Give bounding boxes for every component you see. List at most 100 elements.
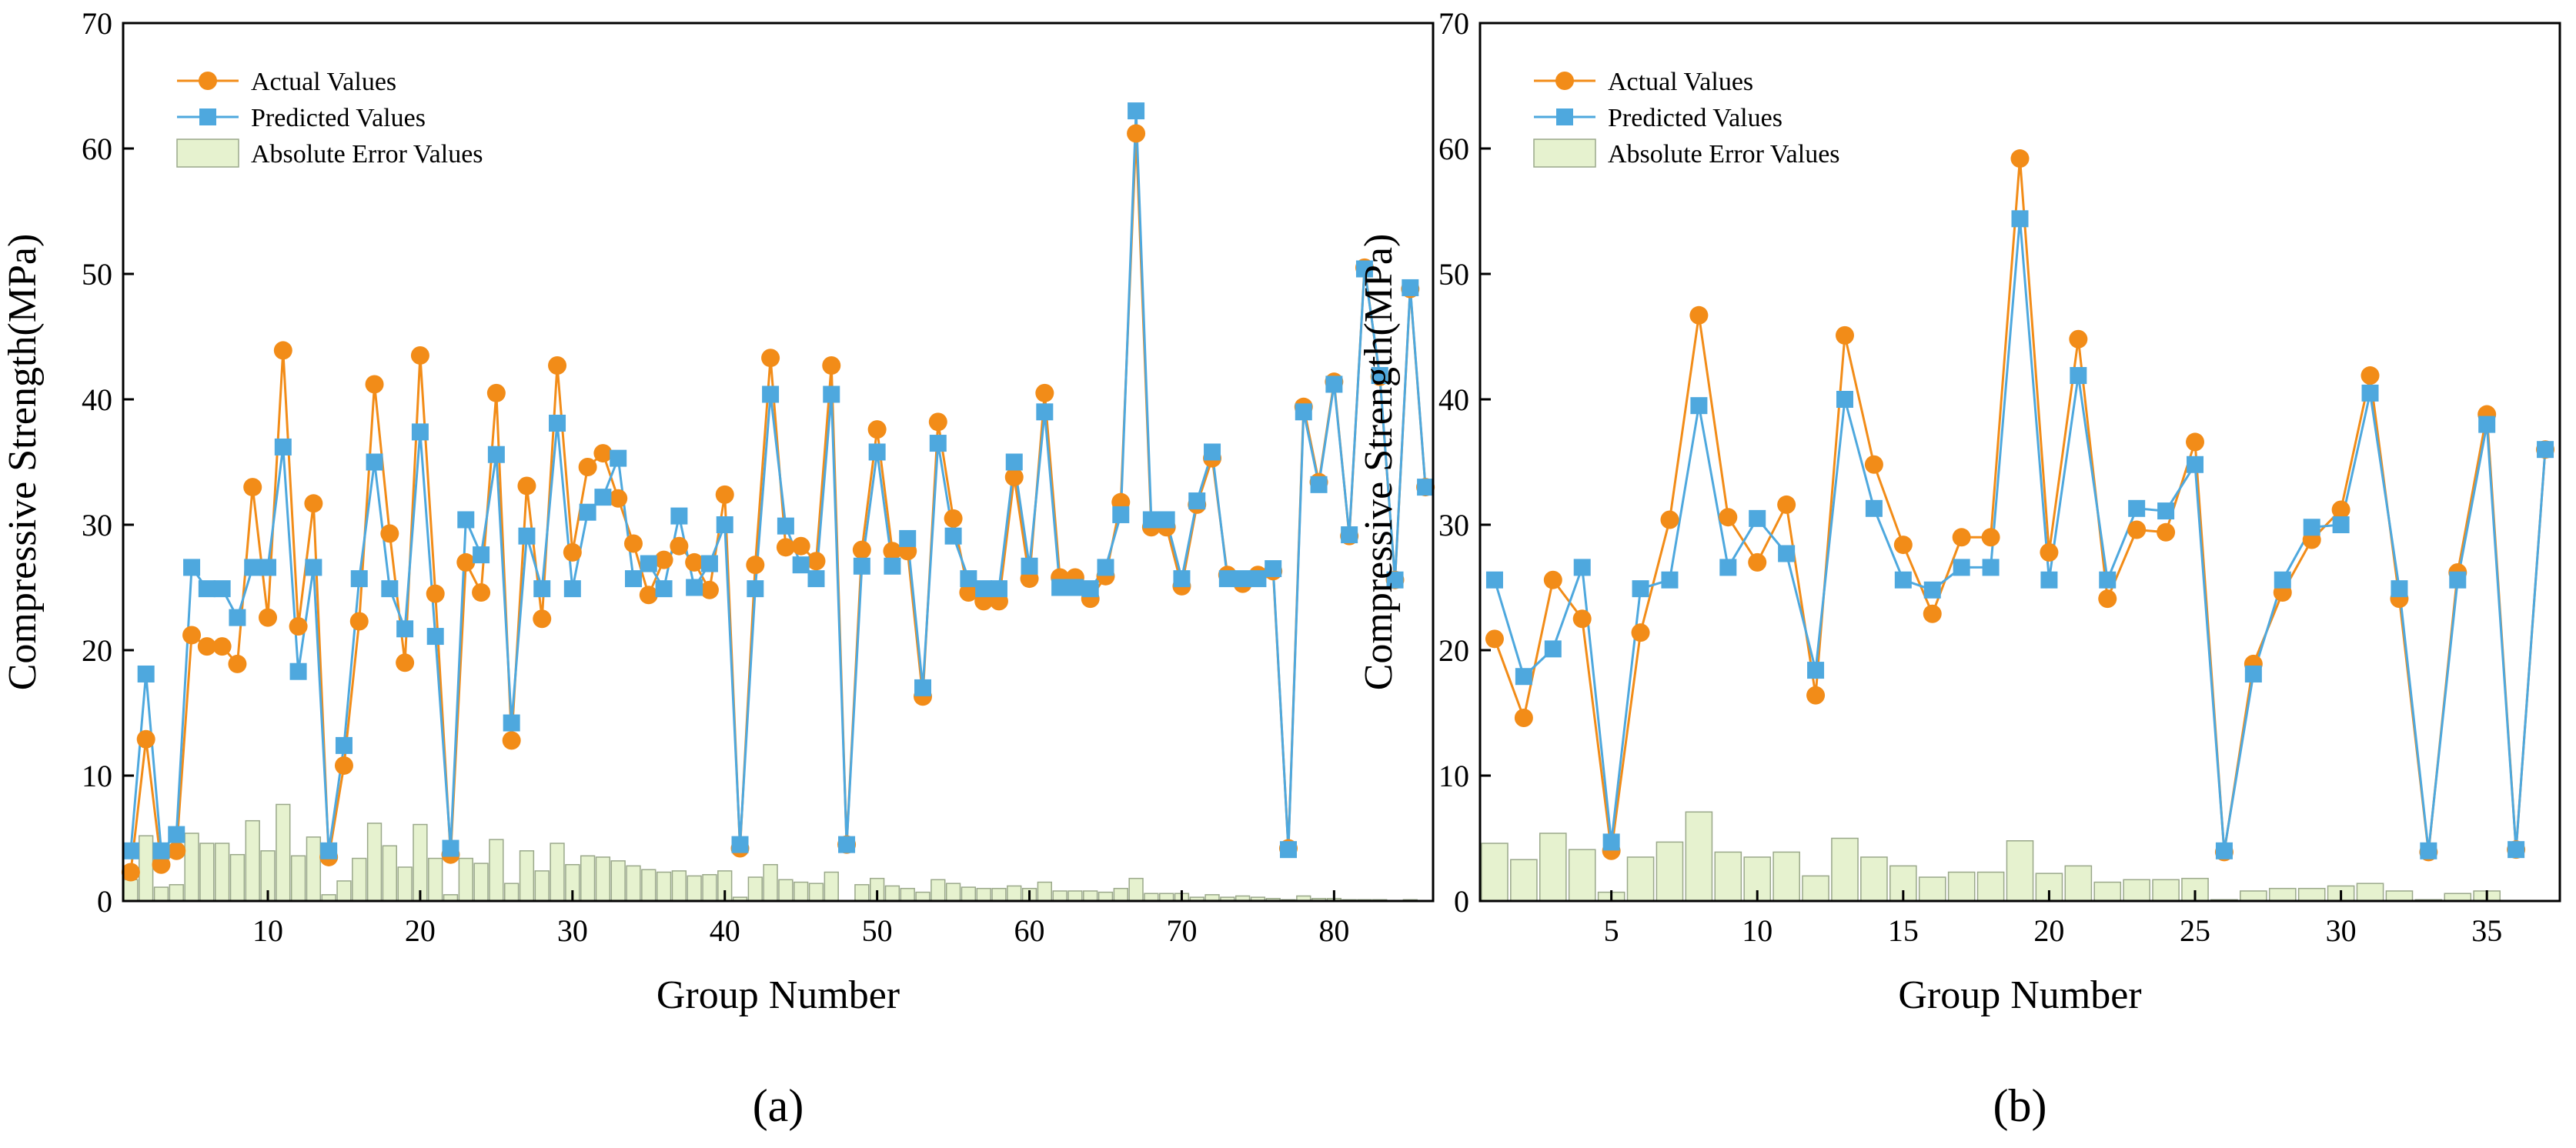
predicted-point	[1142, 511, 1160, 529]
predicted-point	[868, 443, 886, 461]
predicted-point	[1005, 453, 1023, 471]
predicted-point	[1923, 581, 1941, 599]
predicted-point	[853, 557, 870, 575]
error-bar	[626, 865, 641, 902]
actual-point	[700, 580, 719, 599]
predicted-point	[533, 580, 551, 598]
y-tick-label: 50	[82, 257, 112, 292]
error-bar	[610, 860, 626, 902]
actual-point	[486, 383, 506, 402]
predicted-values-line	[1493, 219, 2547, 852]
actual-point	[259, 608, 278, 627]
error-bar	[1714, 851, 1742, 902]
actual-point	[456, 552, 476, 572]
y-tick-label: 60	[1438, 132, 1469, 166]
predicted-point	[183, 559, 201, 576]
actual-point	[715, 485, 734, 504]
predicted-point	[2011, 210, 2029, 228]
predicted-point	[1128, 102, 1145, 120]
panel-label: (a)	[753, 1080, 804, 1131]
actual-point	[1035, 383, 1054, 402]
predicted-point	[792, 556, 810, 574]
predicted-point	[2361, 384, 2379, 402]
error-bar	[747, 876, 763, 902]
predicted-point	[807, 570, 825, 588]
predicted-point	[1690, 397, 1708, 415]
predicted-point	[762, 385, 780, 403]
error-bar	[1831, 837, 1859, 902]
error-bar	[366, 823, 383, 902]
x-axis-title: Group Number	[657, 973, 900, 1017]
legend-error-swatch	[1533, 138, 1596, 168]
error-bar	[1539, 833, 1567, 902]
predicted-point	[655, 580, 673, 598]
actual-point	[349, 612, 369, 631]
predicted-point	[2157, 502, 2175, 520]
predicted-point	[168, 826, 185, 843]
error-bar	[184, 833, 199, 902]
error-bar	[2123, 879, 2150, 902]
predicted-point	[1234, 570, 1251, 588]
actual-point	[685, 552, 704, 572]
error-bar	[2006, 840, 2034, 902]
actual-point	[609, 489, 628, 508]
error-bar	[153, 886, 169, 902]
actual-point	[182, 626, 202, 645]
predicted-point	[2478, 415, 2496, 433]
actual-point	[791, 536, 810, 556]
error-bar	[1685, 811, 1713, 902]
actual-point	[623, 534, 643, 553]
error-bar	[1510, 859, 1538, 902]
y-tick-label: 50	[1438, 257, 1469, 292]
actual-point	[1923, 604, 1942, 623]
actual-point	[654, 550, 673, 569]
predicted-point	[1719, 559, 1737, 576]
actual-point	[776, 538, 795, 557]
error-bar	[458, 857, 473, 902]
predicted-point	[1602, 833, 1620, 851]
actual-point	[304, 494, 323, 513]
error-bar	[884, 885, 900, 902]
x-tick-label: 50	[862, 913, 893, 948]
actual-point	[1543, 570, 1562, 589]
error-bar	[915, 891, 931, 902]
actual-point	[533, 609, 552, 629]
x-tick-label: 80	[1318, 913, 1349, 948]
error-bar	[382, 845, 397, 902]
predicted-point	[2215, 842, 2233, 859]
legend-label: Actual Values	[1608, 68, 1753, 96]
error-bars	[1481, 811, 2501, 902]
error-bar	[900, 887, 915, 902]
error-bar	[656, 871, 672, 902]
predicted-point	[1295, 403, 1312, 421]
predicted-point	[2187, 456, 2204, 473]
error-bar	[2268, 887, 2297, 902]
predicted-point	[731, 836, 749, 853]
predicted-markers	[1485, 210, 2554, 859]
error-bar	[1947, 871, 1976, 902]
error-bar	[1860, 856, 1888, 902]
y-tick-label: 10	[1438, 759, 1469, 793]
error-bar	[808, 883, 824, 902]
actual-point	[1572, 609, 1592, 629]
error-bar	[139, 835, 154, 902]
y-tick-label: 60	[82, 132, 112, 166]
actual-point	[2040, 542, 2059, 562]
error-bar	[534, 870, 550, 902]
error-bar	[2240, 890, 2267, 902]
legend: Actual Values Predicted Values Absolute Er…	[1533, 68, 1840, 169]
x-tick-label: 15	[1888, 913, 1919, 948]
legend-label: Predicted Values	[251, 104, 426, 132]
actual-point	[410, 345, 429, 365]
predicted-point	[686, 579, 703, 596]
predicted-point	[914, 679, 932, 696]
predicted-point	[1371, 367, 1388, 385]
actual-point	[639, 586, 658, 605]
predicted-point	[640, 555, 657, 572]
actual-point	[472, 583, 491, 602]
actual-point	[1893, 536, 1913, 555]
predicted-point	[1097, 559, 1114, 576]
legend-predicted-marker	[1556, 108, 1573, 125]
actual-point	[2186, 432, 2205, 452]
